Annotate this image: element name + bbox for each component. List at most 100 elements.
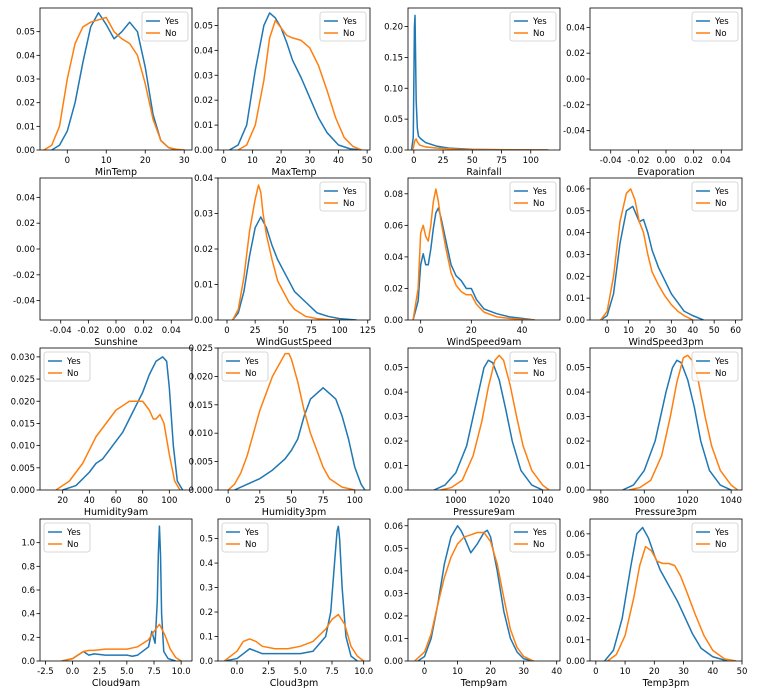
x-tick-label: 30 bbox=[678, 667, 689, 677]
series-line-yes bbox=[232, 216, 357, 320]
legend-label-no: No bbox=[343, 29, 355, 39]
legend: Yes No bbox=[221, 522, 269, 553]
y-tick-label: 0.04 bbox=[566, 388, 585, 398]
y-tick-label: 0.04 bbox=[16, 51, 35, 61]
x-tick-label: 10.0 bbox=[354, 667, 373, 677]
subplot-cloud9am: 0.00.20.40.60.81.0-2.5 0.0 2.5 5.0 7.5 10.0Cl… bbox=[21, 518, 193, 689]
y-tick-label: 0.02 bbox=[384, 284, 403, 294]
series-line-yes bbox=[61, 525, 176, 661]
x-axis-label: MaxTemp bbox=[272, 167, 317, 178]
x-tick-label: 40 bbox=[551, 667, 562, 677]
x-axis-label: Pressure9am bbox=[453, 507, 515, 518]
x-tick-label: 0 bbox=[221, 156, 226, 166]
subplot-temp3pm: 0.00 0.01 0.02 0.03 0.04 0.05 0.06 0 10 20 30 40 50 T… bbox=[566, 518, 747, 689]
y-tick-label: 0.010 bbox=[11, 442, 35, 452]
legend: Yes No bbox=[141, 11, 189, 42]
legend-label-yes: Yes bbox=[342, 187, 357, 197]
x-tick-label: 10 bbox=[623, 326, 634, 336]
subplot-humidity3pm: 0.000 0.005 0.010 0.015 0.020 0.025 0 25 50 75 100… bbox=[189, 344, 371, 518]
subplot-rainfall: 0.00 0.05 0.10 0.15 0.20 0 25 50 75 100 Rainfall Ye… bbox=[384, 7, 561, 178]
y-tick-label: 0.5 bbox=[199, 535, 213, 545]
x-tick-label: 100 bbox=[523, 156, 539, 166]
y-tick-label: 0.020 bbox=[189, 372, 213, 382]
y-tick-label: 0.02 bbox=[16, 99, 35, 109]
axes-frame bbox=[589, 177, 743, 321]
series-line-no bbox=[412, 188, 535, 320]
x-tick-label: -0.04 bbox=[50, 326, 72, 336]
axes-frame bbox=[407, 7, 561, 151]
x-tick-label: 10 bbox=[101, 156, 112, 166]
y-tick-label: 0.03 bbox=[384, 413, 403, 423]
y-tick-label: 0.15 bbox=[384, 53, 403, 63]
x-tick-label: 7.5 bbox=[147, 667, 161, 677]
legend-label-no: No bbox=[715, 29, 727, 39]
x-axis-label: Humidity9am bbox=[84, 507, 148, 518]
legend: Yes No bbox=[509, 351, 557, 382]
legend-label-yes: Yes bbox=[244, 528, 259, 538]
legend-label-no: No bbox=[165, 29, 177, 39]
axes-frame bbox=[39, 177, 193, 321]
y-tick-label: 0.05 bbox=[566, 551, 585, 561]
legend-label-no: No bbox=[533, 199, 545, 209]
series-line-yes bbox=[229, 12, 362, 150]
x-axis-label: Evaporation bbox=[637, 167, 694, 178]
legend-label-no: No bbox=[343, 199, 355, 209]
series-line-yes bbox=[604, 526, 728, 661]
axes-frame bbox=[407, 518, 561, 662]
x-tick-label: 125 bbox=[360, 326, 376, 336]
y-tick-label: 0.4 bbox=[21, 610, 35, 620]
x-tick-label: 20 bbox=[645, 326, 656, 336]
y-tick-label: 0.01 bbox=[566, 462, 585, 472]
legend-label-no: No bbox=[533, 29, 545, 39]
legend-label-no: No bbox=[67, 369, 79, 379]
x-axis-label: Sunshine bbox=[94, 337, 138, 348]
y-tick-label: 0.3 bbox=[199, 584, 213, 594]
y-tick-label: -0.02 bbox=[563, 101, 585, 111]
x-tick-label: 0 bbox=[225, 496, 230, 506]
y-tick-label: 0.08 bbox=[384, 190, 403, 200]
legend-label-no: No bbox=[245, 540, 257, 550]
y-tick-label: 0.01 bbox=[194, 121, 213, 131]
legend: Yes No bbox=[319, 11, 367, 42]
series-line-no bbox=[237, 19, 362, 150]
axes-frame bbox=[217, 7, 371, 151]
y-tick-label: 0.1 bbox=[199, 633, 213, 643]
y-tick-label: 0.01 bbox=[384, 462, 403, 472]
y-tick-label: 0.4 bbox=[199, 559, 213, 569]
x-tick-label: 0 bbox=[604, 326, 609, 336]
x-tick-label: 20 bbox=[466, 326, 477, 336]
y-tick-label: 0.02 bbox=[16, 219, 35, 229]
x-tick-label: 0.0 bbox=[66, 667, 80, 677]
series-line-yes bbox=[234, 387, 366, 490]
series-line-yes bbox=[600, 205, 704, 320]
y-tick-label: 0.05 bbox=[384, 364, 403, 374]
x-tick-label: 50 bbox=[278, 326, 289, 336]
x-axis-label: Pressure3pm bbox=[635, 507, 697, 518]
y-tick-label: 0.01 bbox=[16, 122, 35, 132]
x-tick-label: 25 bbox=[254, 496, 265, 506]
x-tick-label: 50 bbox=[709, 326, 720, 336]
x-tick-label: 40 bbox=[707, 667, 718, 677]
x-tick-label: 1040 bbox=[720, 496, 742, 506]
legend: Yes No bbox=[691, 181, 739, 212]
x-tick-label: 20 bbox=[649, 667, 660, 677]
x-tick-label: 20 bbox=[57, 496, 68, 506]
legend: Yes No bbox=[43, 522, 91, 553]
x-tick-label: 25 bbox=[438, 156, 449, 166]
y-tick-label: 0.06 bbox=[384, 522, 403, 532]
x-tick-label: 10 bbox=[452, 667, 463, 677]
y-tick-label: 0.00 bbox=[384, 486, 403, 496]
subplot-evaporation: -0.04 -0.02 0.00 0.02 0.04 -0.04 -0.02 0.00 0.02… bbox=[563, 7, 743, 178]
y-tick-label: 0.03 bbox=[566, 593, 585, 603]
x-tick-label: 40 bbox=[333, 156, 344, 166]
y-tick-label: 0.00 bbox=[566, 316, 585, 326]
y-tick-label: -0.04 bbox=[563, 127, 585, 137]
y-tick-label: 0.03 bbox=[194, 71, 213, 81]
y-tick-label: 0.04 bbox=[194, 174, 213, 184]
x-axis-label: Rainfall bbox=[466, 167, 501, 178]
y-tick-label: 0.02 bbox=[566, 49, 585, 59]
x-tick-label: 0 bbox=[422, 667, 427, 677]
x-tick-label: 30 bbox=[179, 156, 190, 166]
y-tick-label: 0.05 bbox=[384, 115, 403, 125]
subplot-sunshine: -0.04 -0.02 0.00 0.02 0.04 -0.04 -0.02 0.00 0.02… bbox=[13, 177, 193, 348]
